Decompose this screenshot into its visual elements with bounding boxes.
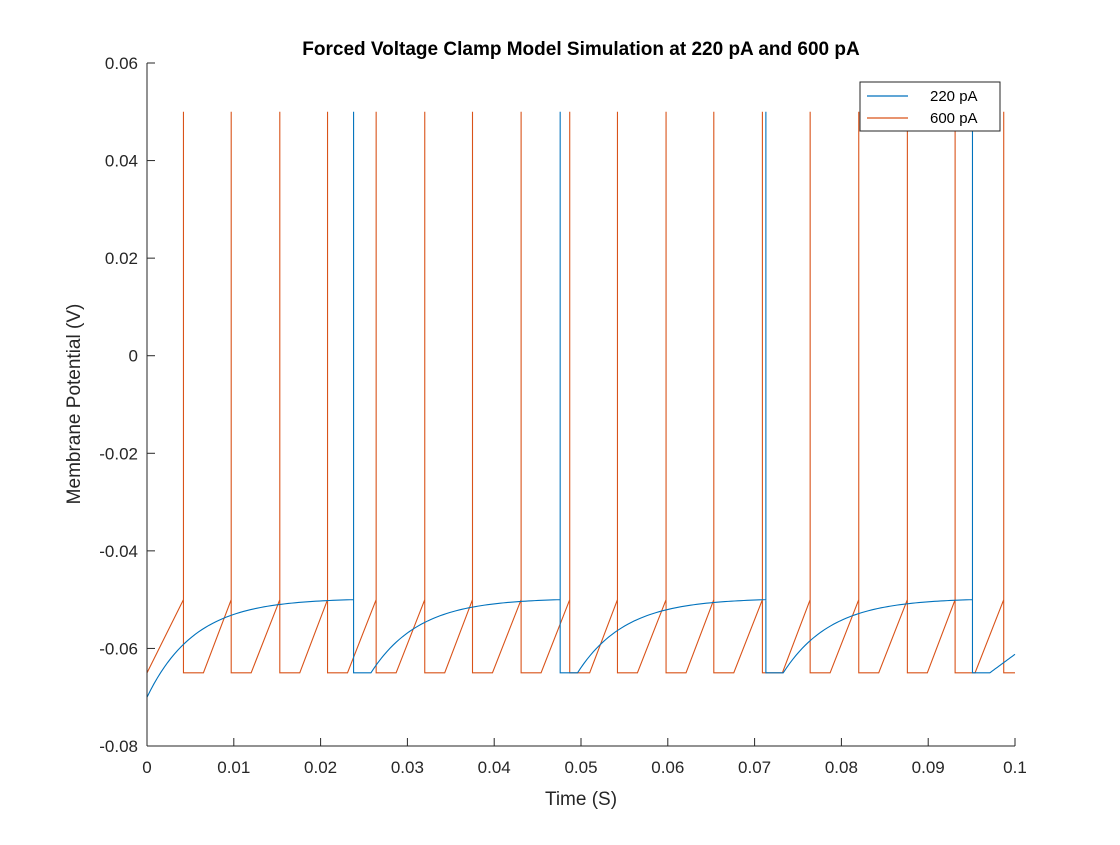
series-line-220pa — [146, 111, 1016, 698]
x-tick-label: 0.02 — [304, 758, 337, 777]
x-tick-label: 0 — [142, 758, 151, 777]
y-tick-label: 0.06 — [105, 54, 138, 73]
legend-label-600pa: 600 pA — [930, 110, 978, 127]
x-tick-label: 0.01 — [217, 758, 250, 777]
y-tick-label: 0 — [129, 347, 138, 366]
y-tick-label: 0.02 — [105, 249, 138, 268]
series-layer — [146, 111, 1016, 698]
x-tick-label: 0.09 — [912, 758, 945, 777]
y-axis-label: Membrane Potential (V) — [64, 304, 85, 505]
x-tick-label: 0.04 — [478, 758, 511, 777]
x-tick-label: 0.07 — [738, 758, 771, 777]
legend: 220 pA 600 pA — [859, 81, 1001, 132]
y-tick-label: 0.04 — [105, 152, 138, 171]
x-tick-label: 0.1 — [1003, 758, 1027, 777]
y-tick-label: -0.06 — [99, 639, 138, 658]
legend-label-220pa: 220 pA — [930, 88, 978, 105]
x-axis-label: Time (S) — [545, 789, 617, 810]
x-ticks: 0 0.01 0.02 0.03 0.04 0.05 0.06 0.07 0.08 0.09 0.1 — [142, 738, 1027, 777]
legend-box — [859, 81, 1001, 132]
x-tick-label: 0.05 — [564, 758, 597, 777]
y-tick-label: -0.08 — [99, 737, 138, 756]
x-tick-label: 0.08 — [825, 758, 858, 777]
x-tick-label: 0.03 — [391, 758, 424, 777]
series-line-600pa — [146, 111, 1015, 674]
x-tick-label: 0.06 — [651, 758, 684, 777]
chart-title: Forced Voltage Clamp Model Simulation at… — [302, 39, 860, 60]
y-tick-label: -0.04 — [99, 542, 138, 561]
plot-area — [147, 63, 1015, 746]
y-ticks: -0.08 -0.06 -0.04 -0.02 0 0.02 0.04 0.06 — [99, 54, 155, 756]
y-tick-label: -0.02 — [99, 444, 138, 463]
